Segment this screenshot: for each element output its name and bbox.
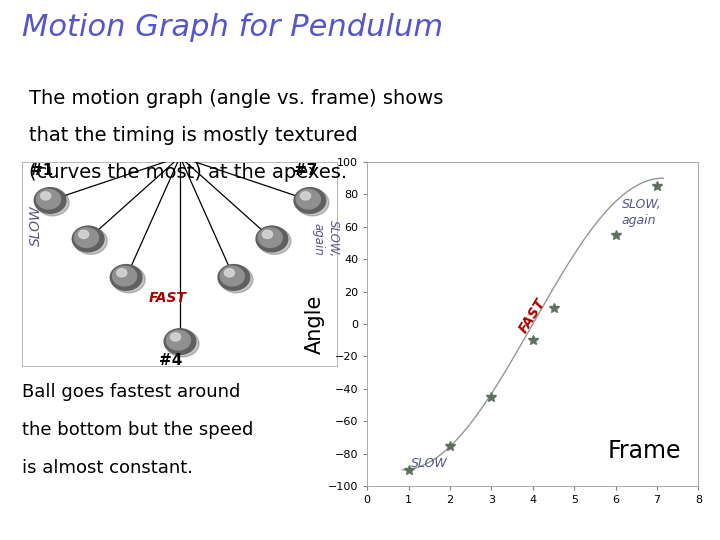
Text: FAST: FAST — [516, 295, 548, 335]
Circle shape — [262, 230, 272, 239]
Circle shape — [110, 265, 142, 291]
Text: SLOW,
again: SLOW, again — [622, 198, 662, 227]
Text: SLOW: SLOW — [410, 456, 447, 470]
Y-axis label: Angle: Angle — [305, 294, 325, 354]
Text: SLOW: SLOW — [29, 206, 43, 246]
Text: The motion graph (angle vs. frame) shows: The motion graph (angle vs. frame) shows — [29, 89, 444, 108]
Circle shape — [220, 266, 244, 286]
Text: Ball goes fastest around: Ball goes fastest around — [22, 383, 240, 401]
Circle shape — [166, 330, 191, 350]
Circle shape — [112, 266, 145, 293]
Circle shape — [220, 266, 253, 293]
Text: Motion Graph for Pendulum: Motion Graph for Pendulum — [22, 14, 443, 43]
Circle shape — [37, 190, 60, 209]
Circle shape — [78, 230, 89, 239]
Circle shape — [74, 228, 99, 247]
Text: (curves the most) at the apexes.: (curves the most) at the apexes. — [29, 163, 347, 181]
Circle shape — [256, 226, 288, 252]
Circle shape — [166, 330, 199, 357]
Circle shape — [164, 329, 196, 354]
Text: that the timing is mostly textured: that the timing is mostly textured — [29, 126, 357, 145]
Text: SLOW,
again: SLOW, again — [312, 220, 340, 258]
Circle shape — [171, 333, 181, 341]
Text: #1: #1 — [30, 163, 53, 178]
Circle shape — [296, 189, 329, 216]
Circle shape — [112, 266, 137, 286]
Circle shape — [72, 226, 104, 252]
Text: Frame: Frame — [607, 440, 681, 463]
Circle shape — [218, 265, 250, 291]
Circle shape — [296, 190, 320, 209]
Text: is almost constant.: is almost constant. — [22, 459, 193, 477]
Circle shape — [258, 228, 282, 247]
Circle shape — [35, 188, 66, 213]
Circle shape — [74, 228, 107, 254]
Circle shape — [300, 192, 310, 200]
Text: #7: #7 — [294, 163, 318, 178]
Circle shape — [225, 269, 235, 277]
Circle shape — [36, 189, 69, 216]
Circle shape — [258, 228, 291, 254]
Text: FAST: FAST — [148, 291, 186, 305]
Text: #4: #4 — [159, 353, 183, 368]
Circle shape — [117, 269, 127, 277]
Circle shape — [294, 188, 325, 213]
Text: the bottom but the speed: the bottom but the speed — [22, 421, 253, 439]
Circle shape — [40, 192, 50, 200]
